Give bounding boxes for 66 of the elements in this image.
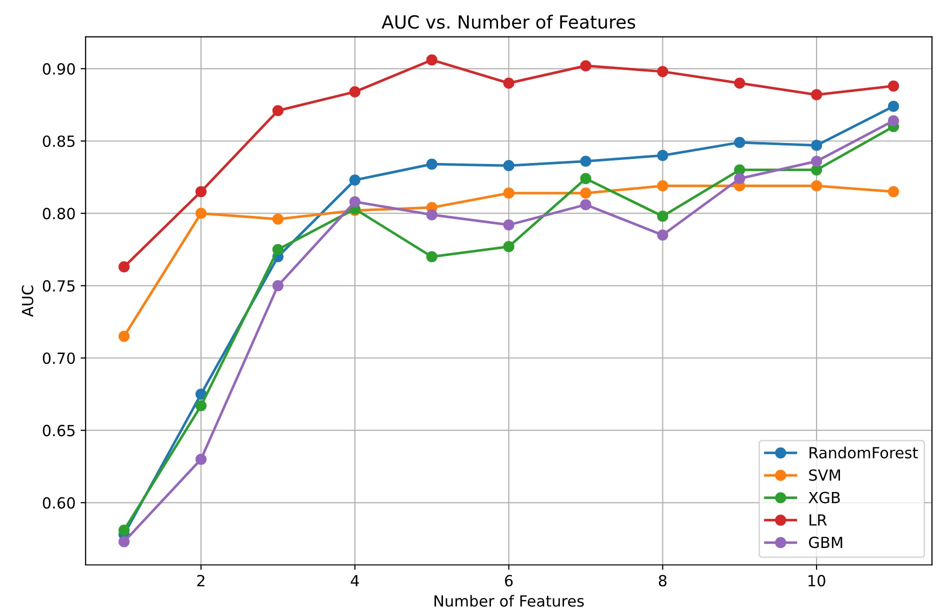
x-tick-label: 10: [808, 574, 826, 586]
point: [580, 199, 592, 210]
legend-label: SVM: [809, 469, 840, 481]
point: [580, 173, 592, 184]
legend-label: XGB: [808, 492, 840, 504]
point: [580, 188, 592, 199]
point: [580, 156, 592, 167]
point: [426, 158, 438, 170]
x-tick-label: 2: [197, 574, 204, 586]
point: [349, 196, 360, 208]
point: [272, 280, 284, 292]
y-tick-label: 0.80: [42, 208, 75, 220]
point: [272, 244, 284, 256]
point: [888, 115, 900, 126]
point: [426, 251, 438, 262]
point: [195, 388, 207, 400]
point: [811, 140, 822, 151]
point: [118, 261, 130, 272]
point: [734, 78, 746, 89]
point: [272, 105, 284, 116]
point: [272, 214, 284, 225]
point: [657, 66, 668, 78]
point: [118, 524, 130, 536]
point: [657, 229, 668, 241]
point: [426, 209, 438, 220]
y-tick-label: 0.65: [42, 424, 75, 436]
point: [811, 180, 822, 192]
point: [503, 160, 514, 172]
point: [580, 60, 592, 72]
point: [888, 80, 900, 92]
legend-label: LR: [810, 514, 827, 526]
point: [195, 186, 207, 198]
y-tick-label: 0.75: [42, 280, 75, 292]
point: [503, 241, 514, 252]
point: [811, 156, 822, 167]
y-tick-label: 0.60: [42, 497, 75, 509]
point: [195, 208, 207, 219]
point: [503, 78, 514, 89]
point: [503, 219, 514, 230]
x-tick-label: 6: [504, 574, 513, 586]
point: [426, 54, 438, 66]
point: [888, 100, 900, 112]
point: [195, 400, 207, 412]
point: [657, 180, 668, 192]
point: [657, 210, 668, 222]
point: [734, 136, 746, 148]
point: [118, 330, 130, 342]
point: [118, 536, 130, 548]
y-axis-title: AUC: [22, 286, 34, 317]
y-tick-label: 0.70: [42, 352, 75, 364]
y-tick-label: 0.85: [42, 135, 75, 148]
point: [657, 150, 668, 162]
point: [349, 86, 360, 98]
x-tick-label: 4: [350, 575, 359, 586]
legend-label: GBM: [808, 536, 842, 548]
x-axis-title: Number of Features: [434, 594, 584, 607]
point: [503, 188, 514, 199]
point: [811, 89, 822, 100]
chart-title: AUC vs. Number of Features: [382, 14, 636, 29]
point: [195, 454, 207, 465]
point: [888, 186, 900, 198]
y-tick-label: 0.90: [42, 63, 75, 75]
legend-label: RandomForest: [810, 446, 918, 458]
point: [734, 173, 746, 184]
x-tick-label: 8: [658, 574, 666, 586]
point: [349, 174, 360, 186]
